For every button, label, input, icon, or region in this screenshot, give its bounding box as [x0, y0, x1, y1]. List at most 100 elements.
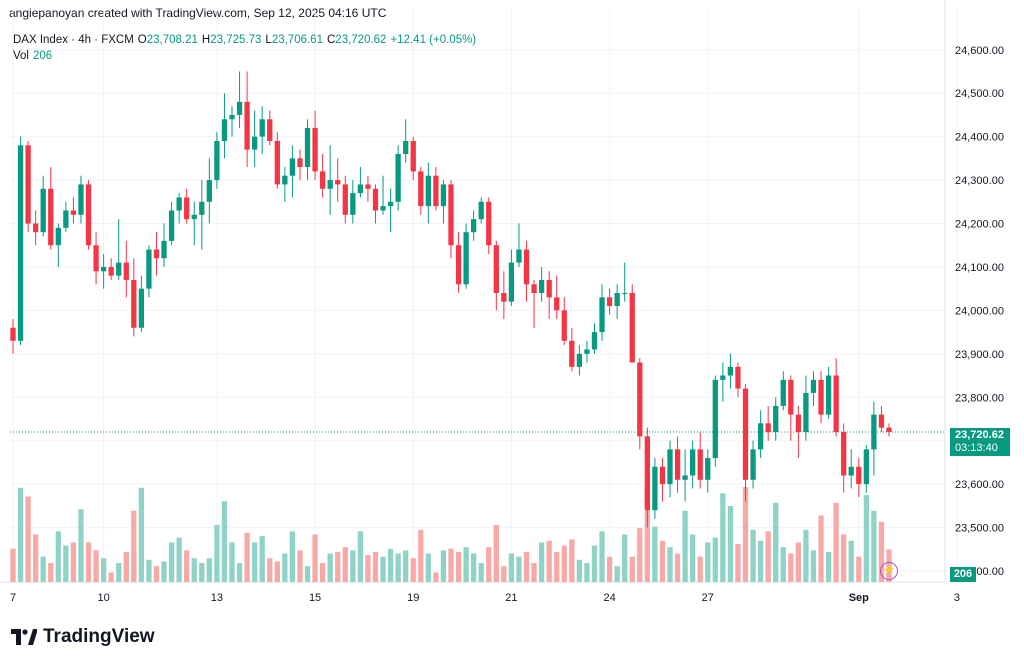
lightning-icon[interactable]: ⚡	[880, 562, 898, 580]
candle-body	[259, 119, 265, 137]
volume-bar	[659, 540, 666, 582]
volume-bar	[810, 550, 817, 582]
candle-body	[85, 184, 92, 246]
volume-bar	[856, 556, 862, 582]
volume-bar	[123, 551, 129, 582]
candle-body	[236, 101, 243, 115]
volume-bar	[85, 542, 92, 582]
volume-bar	[750, 529, 756, 582]
y-tick-label: 24,500.00	[955, 88, 1004, 100]
volume-bar	[274, 561, 280, 582]
volume-bar	[516, 556, 522, 582]
x-tick-label: 27	[702, 592, 714, 604]
volume-bar	[569, 539, 575, 582]
y-tick-label: 23,800.00	[955, 392, 1004, 404]
volume-bar	[773, 502, 779, 582]
volume-bar	[100, 558, 107, 582]
volume-bar	[138, 487, 145, 582]
volume-bar	[508, 553, 515, 582]
volume-bar	[788, 553, 794, 582]
candle-body	[818, 379, 824, 415]
volume-bar	[221, 501, 228, 582]
volume-bar	[229, 542, 235, 582]
price-chart[interactable]: 24,600.00 24,500.00 24,400.00 24,300.00 24,2…	[0, 0, 1024, 610]
x-tick-label: 7	[10, 592, 16, 604]
x-tick-label: Sep	[849, 592, 869, 604]
candle-body	[63, 210, 69, 228]
candle-body	[146, 249, 152, 289]
volume-bar	[357, 531, 364, 582]
y-tick-label: 24,300.00	[955, 175, 1004, 187]
low-value: 23,706.61	[271, 34, 323, 46]
candle-body	[78, 184, 84, 215]
volume-bar	[17, 487, 24, 582]
volume-bar	[327, 553, 333, 582]
volume-bar	[690, 534, 696, 582]
volume-bar	[486, 547, 492, 582]
volume-bar	[667, 547, 673, 582]
candle-body	[25, 145, 31, 224]
candle-body	[100, 266, 107, 272]
candle-body	[244, 101, 250, 150]
candle-body	[10, 327, 16, 341]
volume-bar	[342, 547, 348, 582]
volume-bar	[705, 542, 711, 582]
candle-body	[614, 293, 620, 307]
volume-bar	[259, 536, 265, 582]
vol-label: Vol	[13, 50, 29, 62]
candle-body	[486, 201, 492, 246]
candle-body	[886, 427, 892, 432]
candle-body	[878, 414, 885, 428]
volume-bar	[252, 542, 258, 582]
volume-bar	[606, 556, 613, 582]
volume-bar	[206, 558, 212, 582]
candle-body	[448, 184, 454, 246]
volume-bar	[418, 529, 424, 582]
candle-body	[410, 140, 416, 172]
candle-body	[871, 414, 877, 450]
symbol-info[interactable]: DAX Index · 4h · FXCM	[13, 34, 134, 46]
candle-body	[153, 249, 160, 259]
tradingview-logo[interactable]: TradingView	[11, 626, 155, 648]
candle-body	[712, 379, 718, 459]
candle-body	[433, 175, 439, 207]
volume-bar	[63, 545, 69, 582]
volume-bar	[795, 542, 802, 582]
candle-body	[606, 297, 613, 307]
candle-body	[33, 223, 39, 233]
volume-bar	[282, 553, 288, 582]
candle-body	[17, 145, 24, 341]
volume-bar	[697, 556, 703, 582]
low-label: L	[265, 34, 272, 46]
volume-bar	[501, 566, 507, 582]
volume-bar	[25, 496, 31, 582]
candle-body	[735, 366, 741, 389]
candle-body	[116, 262, 122, 276]
volume-bar	[108, 572, 114, 582]
last-volume-badge: 206	[950, 567, 976, 582]
candle-body	[848, 466, 854, 476]
candle-body	[342, 184, 348, 215]
candle-body	[327, 180, 333, 189]
x-tick-label: 13	[211, 592, 223, 604]
candle-body	[40, 188, 46, 233]
volume-bar	[433, 572, 439, 582]
candle-body	[387, 201, 394, 207]
candle-body	[372, 188, 379, 211]
close-label: C	[326, 34, 336, 46]
candle-body	[803, 392, 809, 432]
candle-body	[418, 171, 424, 207]
volume-bar	[297, 550, 303, 582]
candle-body	[825, 375, 832, 415]
y-tick-label: 24,200.00	[955, 219, 1004, 231]
brand-name: TradingView	[43, 626, 155, 647]
candle-body	[274, 140, 280, 185]
volume-bar	[168, 542, 175, 582]
candle-body	[493, 245, 499, 293]
volume-bar	[116, 563, 122, 582]
candle-body	[184, 197, 190, 220]
volume-bar	[591, 545, 598, 582]
volume-bar	[546, 540, 552, 582]
volume-bar	[380, 556, 386, 582]
candle-body	[395, 154, 401, 202]
